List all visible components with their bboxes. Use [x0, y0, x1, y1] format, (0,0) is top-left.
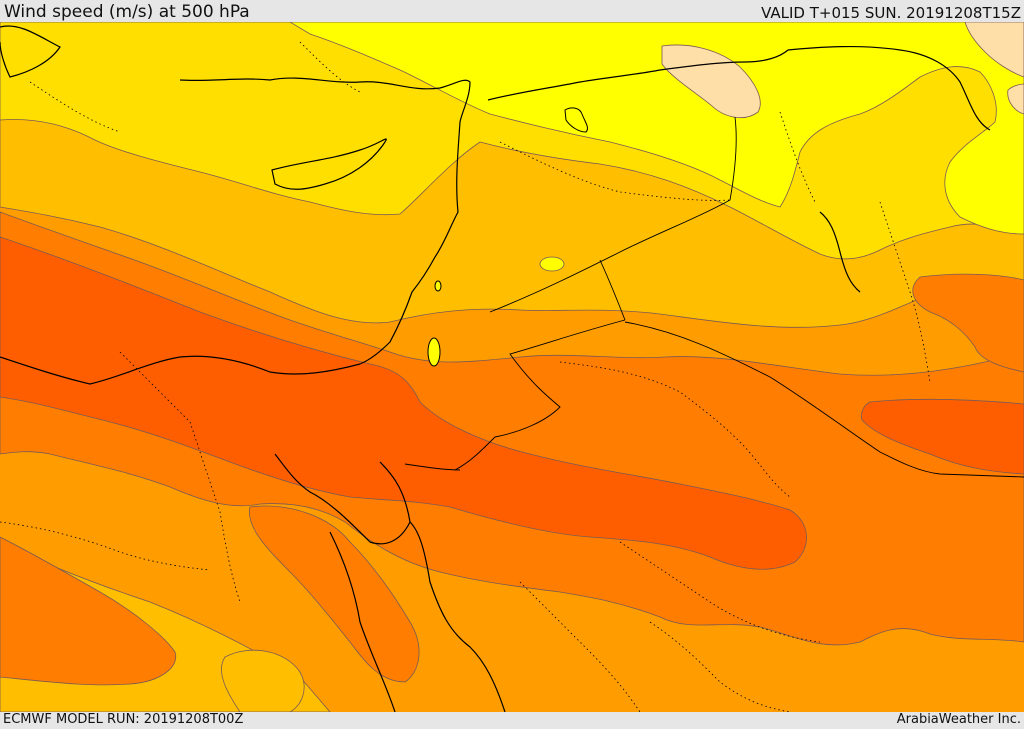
borders: [404, 116, 1024, 478]
calm-pocket-east: [1007, 83, 1024, 115]
band-35-40: [0, 236, 807, 570]
band-lt15: [289, 22, 1024, 235]
calm-pocket-northeast: [964, 22, 1024, 78]
credit-label: ArabiaWeather Inc.: [896, 712, 1021, 727]
coastlines: [0, 25, 991, 712]
model-run-label: ECMWF MODEL RUN: 20191208T00Z: [3, 712, 244, 727]
footer-bar: ECMWF MODEL RUN: 20191208T00Z ArabiaWeat…: [0, 712, 1024, 729]
band-30-35-east-arm: [912, 273, 1024, 373]
admin-boundaries: [0, 41, 931, 712]
band-35-40-east: [861, 398, 1024, 475]
calm-pocket-north: [661, 44, 761, 119]
band-20-25-patch: [221, 649, 305, 712]
lakes: [427, 107, 588, 367]
band-30-35-southwest: [0, 536, 177, 686]
header-bar: Wind speed (m/s) at 500 hPa VALID T+015 …: [0, 0, 1024, 22]
map-title: Wind speed (m/s) at 500 hPa: [4, 2, 250, 22]
valid-time: VALID T+015 SUN. 20191208T15Z: [761, 4, 1021, 22]
wind-speed-map: [0, 22, 1024, 712]
band-30-35-south: [248, 505, 420, 683]
calm-pocket-small: [539, 256, 565, 272]
map-canvas: [0, 22, 1024, 712]
